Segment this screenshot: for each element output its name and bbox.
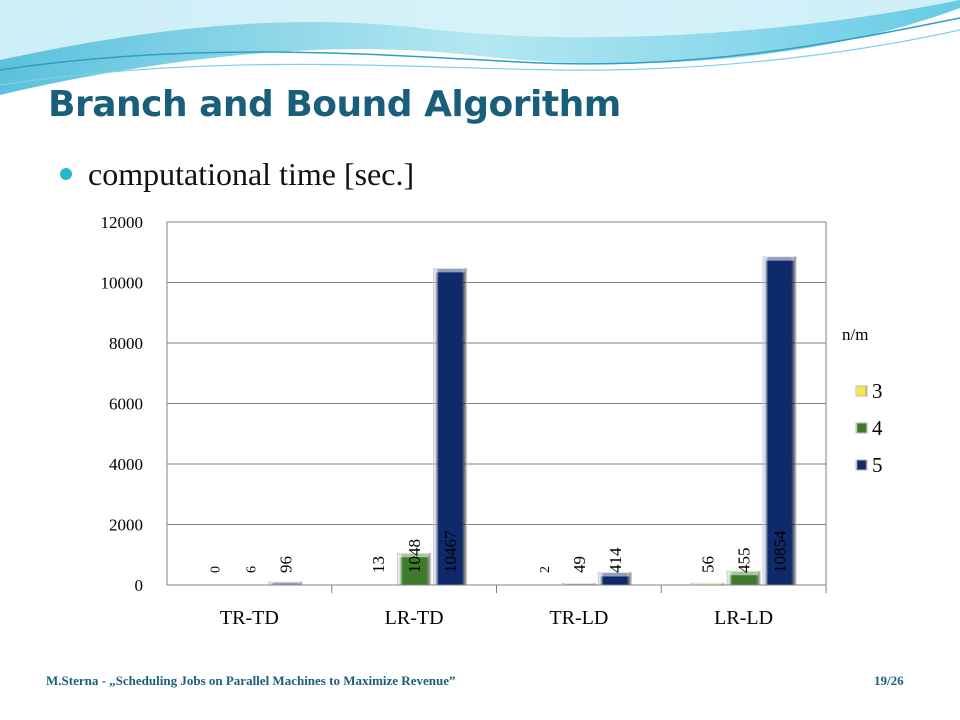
bar-lr-ld-series-5 (762, 256, 797, 586)
bullet-text: computational time [sec.] (88, 156, 415, 192)
data-label: 10467 (441, 530, 460, 573)
bar-top-highlight (435, 267, 465, 273)
legend-swatch (855, 385, 868, 397)
bullet-dot-icon (60, 168, 72, 180)
data-label: 1048 (405, 539, 424, 573)
bar-chart: 0 2000 4000 6000 8000 10000 12000 TR-TD 0 6 96 LR-T… (101, 213, 884, 629)
data-label: 49 (570, 556, 589, 573)
data-label: 2 (538, 566, 553, 573)
y-tick-label: 6000 (109, 395, 143, 414)
bar-top-highlight (270, 581, 300, 587)
y-tick-label: 4000 (109, 455, 143, 474)
bar-top-highlight (729, 570, 759, 576)
legend-label: 3 (872, 379, 883, 403)
data-label: 414 (606, 547, 625, 573)
footer-citation: M.Sterna - „Scheduling Jobs on Parallel … (46, 673, 456, 688)
legend-label: 4 (872, 416, 883, 440)
data-label: 6 (244, 566, 259, 573)
data-label: 13 (369, 556, 388, 573)
y-tick-label: 0 (135, 576, 144, 595)
legend-swatch (855, 459, 868, 471)
bar-top-highlight (600, 571, 630, 577)
data-label: 455 (735, 548, 754, 574)
data-label: 56 (699, 556, 718, 573)
data-label: 10854 (771, 530, 790, 573)
header-wave-decoration (0, 0, 960, 95)
slide-title: Branch and Bound Algorithm (48, 84, 621, 125)
y-tick-label: 10000 (101, 274, 144, 293)
y-tick-label: 8000 (109, 334, 143, 353)
legend-swatch (855, 422, 868, 434)
bar-top-highlight (765, 255, 795, 261)
y-tick-label: 12000 (101, 213, 144, 232)
x-tick-label: LR-TD (385, 607, 444, 629)
data-label: 0 (208, 566, 223, 573)
x-tick-label: LR-LD (714, 607, 773, 629)
x-tick-label: TR-LD (549, 607, 608, 629)
page-number: 19/26 (874, 673, 904, 688)
legend-title: n/m (842, 325, 868, 344)
bar-lr-td-series-4 (397, 552, 432, 586)
legend-label: 5 (872, 453, 883, 477)
x-tick-label: TR-TD (220, 607, 279, 629)
bar-top-highlight (399, 552, 429, 558)
data-label: 96 (276, 556, 295, 573)
y-tick-label: 2000 (109, 516, 143, 535)
